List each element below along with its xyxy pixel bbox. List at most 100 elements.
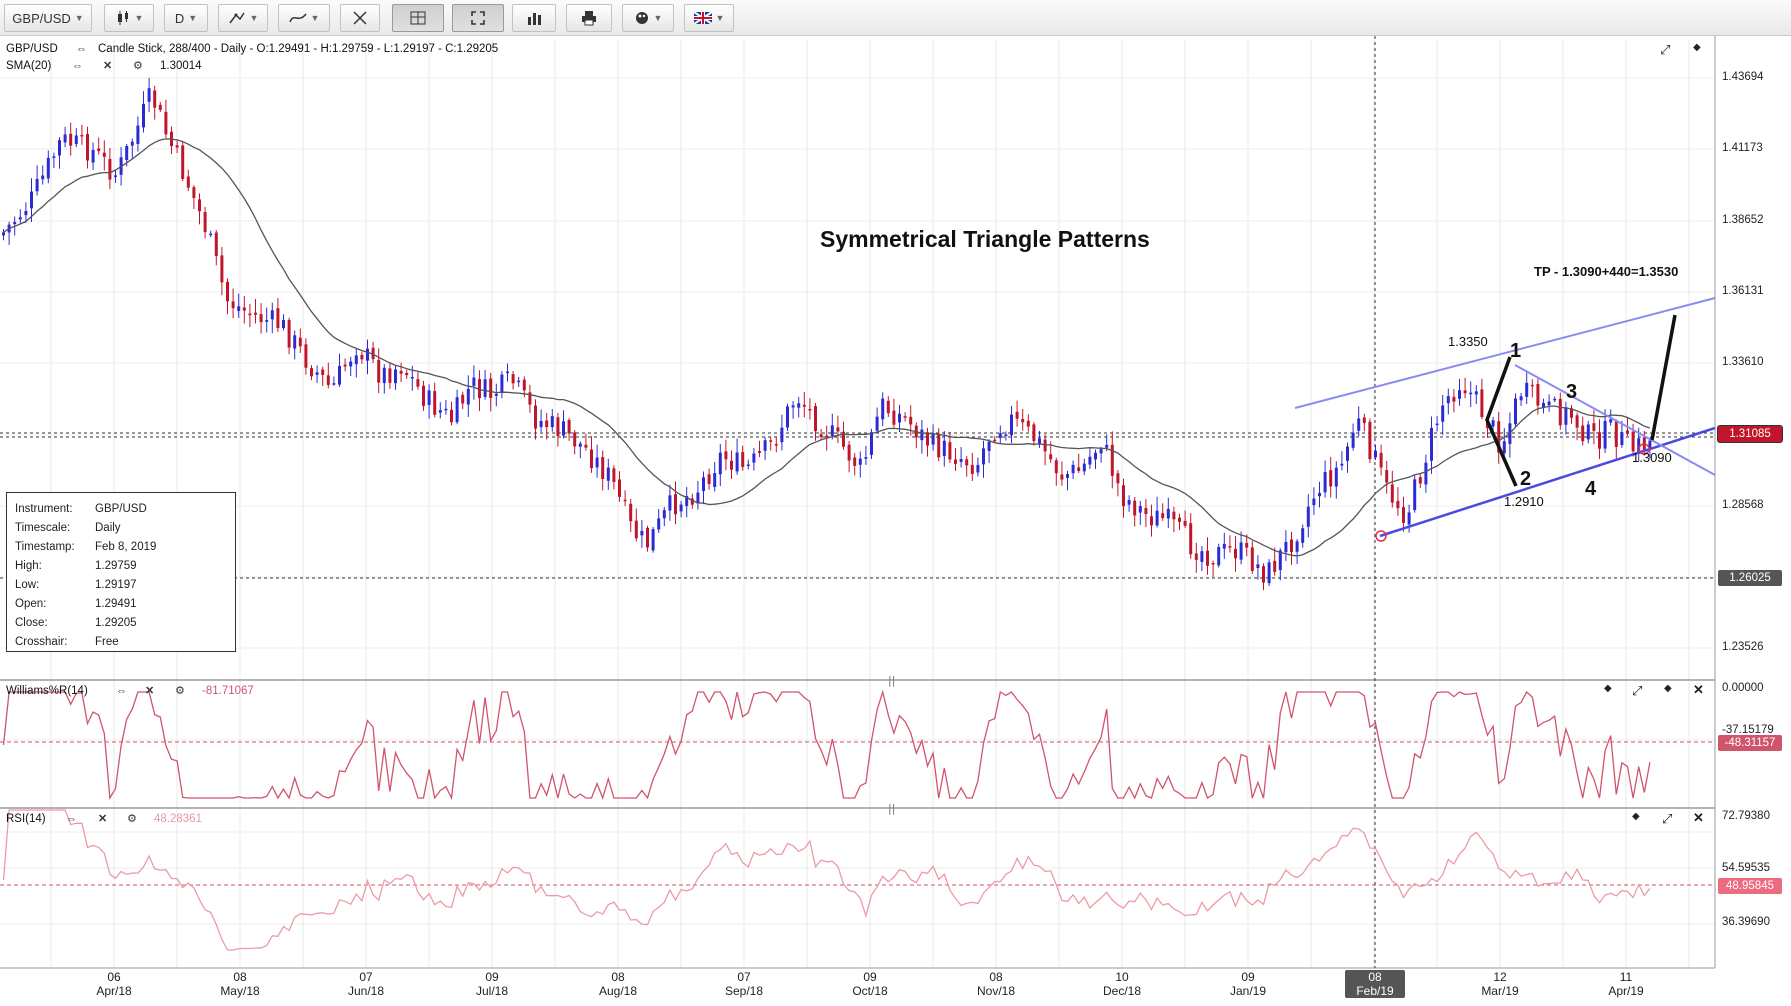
language-select[interactable]: ▼ bbox=[684, 4, 734, 32]
candle-body bbox=[567, 419, 571, 434]
candle-body bbox=[1564, 407, 1568, 425]
candle-body bbox=[1514, 398, 1517, 425]
candle-body bbox=[1581, 425, 1585, 442]
candle-body bbox=[1099, 449, 1103, 454]
date-axis-label: 09 Jul/18 bbox=[462, 970, 522, 998]
layout-button[interactable] bbox=[392, 4, 444, 32]
header-symbol: GBP/USD bbox=[6, 43, 58, 55]
candle-body bbox=[858, 458, 862, 465]
date-axis-label: 09 Oct/18 bbox=[840, 970, 900, 998]
close-icon[interactable]: ✕ bbox=[145, 685, 155, 697]
chart-type-button[interactable]: ▼ bbox=[104, 4, 154, 32]
candle-body bbox=[422, 385, 425, 406]
link-icon[interactable]: ⇔ bbox=[66, 813, 77, 825]
expand-icon[interactable]: ⤢ bbox=[1660, 42, 1671, 57]
candle-body bbox=[1155, 510, 1159, 526]
candle-body bbox=[1362, 417, 1366, 424]
move-up-icon[interactable]: ◆ bbox=[1632, 811, 1640, 822]
candle-body bbox=[802, 404, 806, 407]
info-value: 1.29491 bbox=[95, 597, 137, 610]
candle-body bbox=[1217, 546, 1221, 566]
candle-body bbox=[24, 211, 28, 216]
date-day: 07 bbox=[359, 970, 373, 984]
date-axis-label: 11 Apr/19 bbox=[1596, 970, 1656, 998]
candle-body bbox=[931, 433, 935, 445]
drawing-tools-button[interactable]: ▼ bbox=[218, 4, 268, 32]
candle-body bbox=[52, 156, 56, 158]
candle-body bbox=[1043, 439, 1047, 452]
candle-body bbox=[1620, 432, 1624, 446]
symbol-select[interactable]: GBP/USD ▼ bbox=[4, 4, 92, 32]
candle-body bbox=[573, 432, 577, 447]
splitter-grip-icon: || bbox=[888, 802, 895, 815]
candle-body bbox=[1346, 446, 1349, 461]
candle-body bbox=[1334, 467, 1338, 487]
candle-body bbox=[993, 439, 997, 442]
gear-icon[interactable]: ⚙ bbox=[127, 813, 137, 825]
info-row: Instrument: GBP/USD bbox=[15, 499, 227, 518]
williams-label: Williams%R(14) bbox=[6, 685, 88, 697]
candle-body bbox=[1598, 432, 1601, 449]
upper-triangle-line bbox=[1514, 364, 1716, 476]
candle-body bbox=[153, 90, 157, 108]
candle-body bbox=[1553, 398, 1557, 401]
candle-body bbox=[1586, 424, 1590, 440]
candle-body bbox=[1049, 454, 1053, 460]
link-icon[interactable]: ⇔ bbox=[72, 60, 83, 72]
expand-icon[interactable]: ⤢ bbox=[1632, 683, 1643, 698]
williams-value: -81.71067 bbox=[202, 685, 254, 697]
gear-icon[interactable]: ⚙ bbox=[175, 685, 185, 697]
pin-icon[interactable]: ◆ bbox=[1693, 42, 1701, 53]
candle-body bbox=[1038, 438, 1041, 444]
date-month: Apr/18 bbox=[96, 984, 132, 998]
candle-body bbox=[1407, 512, 1411, 525]
info-key: Crosshair: bbox=[15, 635, 68, 648]
candle-body bbox=[987, 441, 991, 451]
williams-r-pane bbox=[2, 689, 1651, 801]
gear-icon[interactable]: ⚙ bbox=[133, 60, 143, 72]
candle-body bbox=[433, 391, 437, 415]
candle-body bbox=[769, 440, 773, 442]
link-icon[interactable]: ⇔ bbox=[76, 43, 87, 55]
close-pane-icon[interactable]: ✕ bbox=[1693, 682, 1704, 697]
candle-body bbox=[242, 307, 246, 311]
expand-icon[interactable]: ⤢ bbox=[1662, 811, 1673, 826]
indicators-button[interactable]: ▼ bbox=[278, 4, 330, 32]
bar-chart-button[interactable] bbox=[512, 4, 556, 32]
candle-body bbox=[377, 359, 381, 383]
fullscreen-icon bbox=[471, 11, 485, 25]
move-up-icon[interactable]: ◆ bbox=[1604, 683, 1612, 694]
chevron-down-icon: ▼ bbox=[249, 13, 259, 23]
print-button[interactable] bbox=[566, 4, 612, 32]
candle-body bbox=[282, 320, 285, 329]
move-down-icon[interactable]: ◆ bbox=[1664, 683, 1672, 694]
candle-body bbox=[125, 145, 129, 160]
chart-canvas[interactable]: || || bbox=[0, 36, 1791, 1006]
candle-body bbox=[1525, 382, 1529, 397]
candle-body bbox=[186, 176, 190, 188]
candle-body bbox=[1116, 473, 1120, 484]
candle-body bbox=[259, 314, 263, 323]
candle-body bbox=[965, 459, 969, 466]
date-axis-label: 07 Sep/18 bbox=[714, 970, 774, 998]
williams-axis-top: 0.00000 bbox=[1722, 682, 1764, 694]
timeframe-select[interactable]: D ▼ bbox=[164, 4, 208, 32]
annotation-high: 1.3350 bbox=[1448, 334, 1488, 349]
candle-body bbox=[1491, 420, 1495, 427]
settings-menu-button[interactable]: ▼ bbox=[622, 4, 674, 32]
candle-body bbox=[702, 477, 705, 492]
crosshair-button[interactable] bbox=[340, 4, 380, 32]
link-icon[interactable]: ⇔ bbox=[116, 685, 127, 697]
candle-body bbox=[97, 148, 101, 152]
close-icon[interactable]: ✕ bbox=[98, 813, 108, 825]
candlestick-series bbox=[2, 77, 1652, 591]
candle-body bbox=[466, 388, 470, 405]
candle-body bbox=[1374, 450, 1377, 458]
close-icon[interactable]: ✕ bbox=[103, 60, 113, 72]
fullscreen-button[interactable] bbox=[452, 4, 504, 32]
close-pane-icon[interactable]: ✕ bbox=[1693, 810, 1704, 825]
candle-body bbox=[534, 405, 537, 429]
candle-body bbox=[864, 457, 868, 459]
info-key: Close: bbox=[15, 616, 48, 629]
chevron-down-icon: ▼ bbox=[74, 13, 84, 23]
